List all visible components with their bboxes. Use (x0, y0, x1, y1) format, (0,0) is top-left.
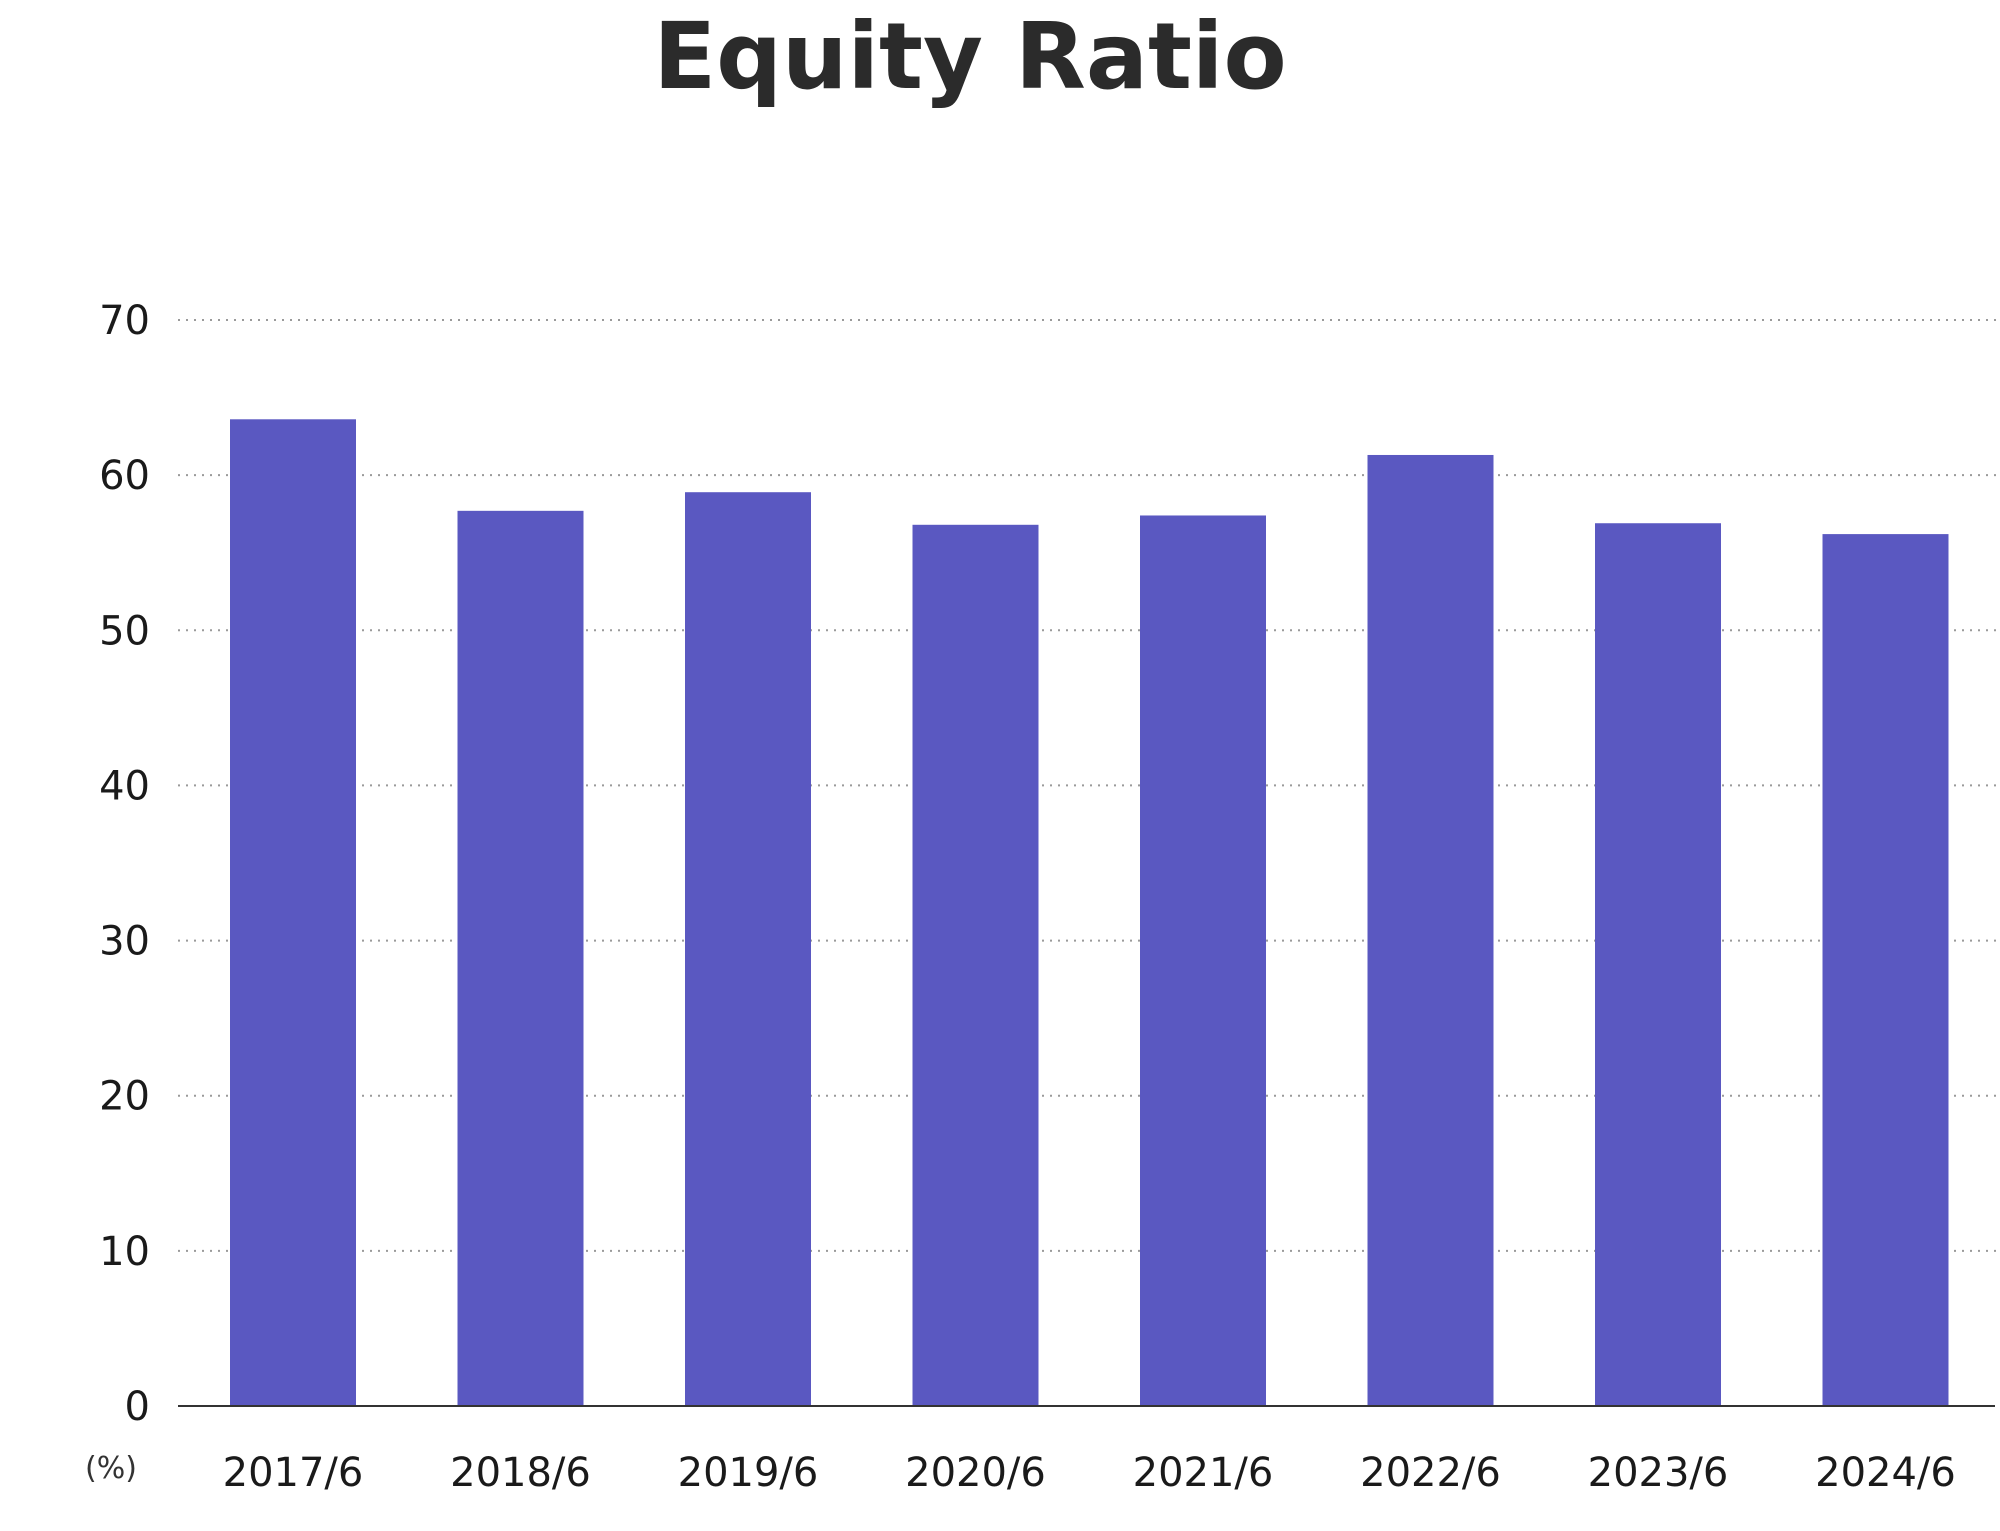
y-tick-label: 10 (99, 1229, 150, 1275)
y-tick-label: 70 (99, 298, 150, 344)
x-tick-label: 2019/6 (678, 1450, 819, 1496)
bar-2019-6 (685, 492, 811, 1406)
bar-2017-6 (230, 419, 356, 1406)
bar-2024-6 (1822, 534, 1949, 1406)
x-tick-label: 2021/6 (1133, 1450, 1274, 1496)
y-axis-ticks: 0 10 20 30 40 50 60 70 (99, 298, 150, 1430)
x-tick-label: 2017/6 (223, 1450, 364, 1496)
chart-title: Equity Ratio (653, 3, 1287, 110)
bars (230, 419, 1949, 1407)
x-tick-label: 2020/6 (905, 1450, 1046, 1496)
y-tick-label: 30 (99, 919, 150, 965)
y-tick-label: 40 (99, 763, 150, 809)
gridlines (178, 319, 2000, 1252)
bar-2020-6 (912, 524, 1039, 1406)
y-tick-label: 0 (125, 1384, 150, 1430)
y-tick-label: 60 (99, 453, 150, 499)
x-tick-label: 2022/6 (1360, 1450, 1501, 1496)
x-axis-ticks: 2017/6 2018/6 2019/6 2020/6 2021/6 2022/6 2023… (223, 1450, 1956, 1496)
x-tick-label: 2023/6 (1588, 1450, 1729, 1496)
bar-2022-6 (1367, 454, 1494, 1407)
bar-2018-6 (457, 510, 584, 1407)
x-tick-label: 2024/6 (1815, 1450, 1956, 1496)
unit-label: (%) (85, 1451, 137, 1486)
bar-2023-6 (1595, 523, 1721, 1406)
y-tick-label: 50 (99, 608, 150, 654)
y-tick-label: 20 (99, 1074, 150, 1120)
bar-2021-6 (1140, 515, 1266, 1406)
x-tick-label: 2018/6 (450, 1450, 591, 1496)
